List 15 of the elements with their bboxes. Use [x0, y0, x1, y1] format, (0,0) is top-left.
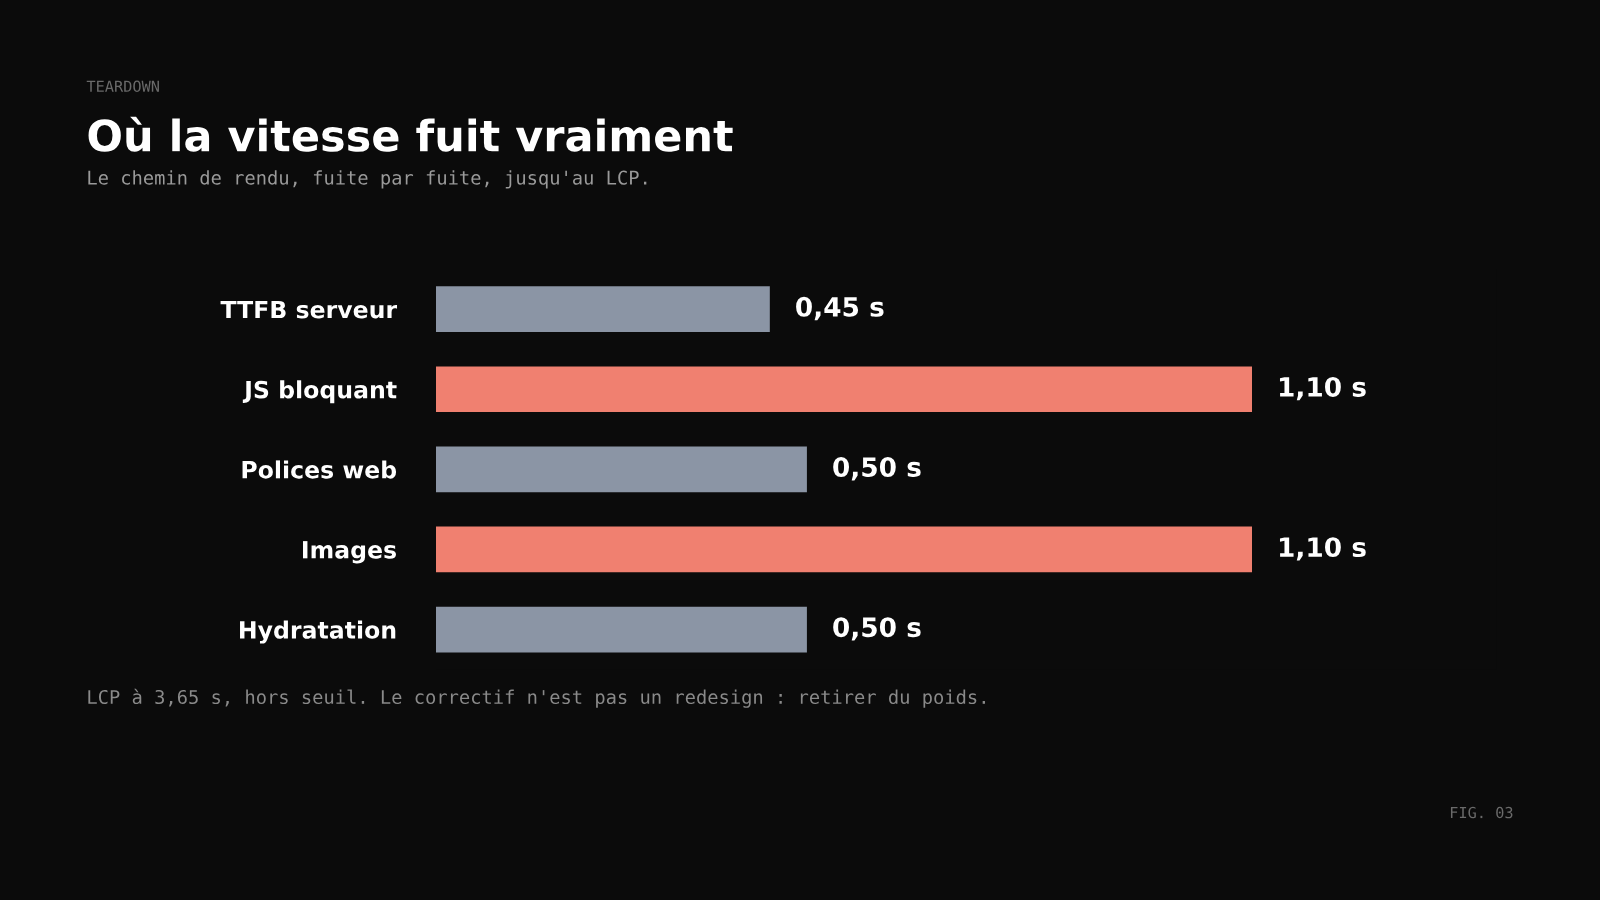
- data-label: 0,50 s: [833, 617, 921, 641]
- chart-title: Où la vitesse fuit vraiment: [88, 116, 733, 152]
- y-tick-label: TTFB serveur: [220, 300, 398, 319]
- data-label: 0,50 s: [833, 457, 921, 481]
- caption: FIG. 03: [1450, 806, 1513, 819]
- data-label: 1,10 s: [1279, 376, 1366, 401]
- y-tick-label: Polices web: [242, 460, 397, 479]
- y-tick-label: Images: [302, 541, 396, 564]
- y-tick-label: Hydratation: [240, 620, 396, 644]
- data-label: 1,10 s: [1279, 537, 1366, 561]
- y-tick-label: JS bloquant: [242, 380, 397, 404]
- text: LCP à 3,65 s, hors seuil. Le correctif n'est pas un redesign : retirer du poids.: [88, 688, 985, 708]
- chart-subtitle: Le chemin de rendu, fuite par fuite, jusqu'au LCP.: [88, 170, 647, 189]
- data-label: 0,45 s: [796, 296, 884, 321]
- text: TEARDOWN: [86, 80, 159, 93]
